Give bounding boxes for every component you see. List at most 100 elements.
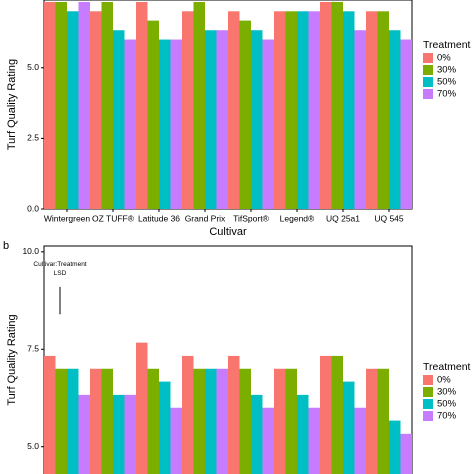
bar xyxy=(331,355,343,474)
legend-swatch xyxy=(423,399,433,409)
x-axis-label: Cultivar xyxy=(209,226,247,238)
bar xyxy=(159,39,171,209)
legend-label: 70% xyxy=(437,89,457,100)
bar xyxy=(377,11,389,209)
bar xyxy=(285,368,297,474)
legend-swatch xyxy=(423,387,433,397)
bar xyxy=(216,368,228,474)
bar xyxy=(147,20,159,209)
x-tick-label: Wintergreen xyxy=(44,213,91,223)
bar xyxy=(216,30,228,209)
bar xyxy=(205,368,217,474)
x-tick-label: Latitude 36 xyxy=(138,213,180,223)
bar xyxy=(274,11,286,209)
bar xyxy=(182,355,194,474)
bar xyxy=(55,1,67,209)
bar xyxy=(124,394,136,474)
bar xyxy=(44,355,56,474)
bar xyxy=(67,368,79,474)
bar xyxy=(170,407,182,474)
bar xyxy=(159,381,171,474)
bar xyxy=(124,39,136,209)
bar xyxy=(400,39,412,209)
legend-swatch xyxy=(423,89,433,99)
legend-label: 50% xyxy=(437,77,457,88)
bar xyxy=(55,368,67,474)
bar xyxy=(113,30,125,209)
bar xyxy=(377,368,389,474)
bar xyxy=(90,368,102,474)
legend-label: 30% xyxy=(437,387,457,398)
x-tick-label: OZ TUFF® xyxy=(92,213,135,223)
bar xyxy=(297,394,309,474)
x-tick-label: UQ 545 xyxy=(374,213,404,223)
bar xyxy=(320,355,332,474)
bar xyxy=(228,11,240,209)
bar xyxy=(366,368,378,474)
bar xyxy=(389,30,401,209)
annotation-line1: Cultivar:Treatment xyxy=(33,261,86,268)
chart-panel-2: b 5.0 7.5 10.0 Turf Quality Rating Cultivar:T… xyxy=(3,240,471,474)
bar xyxy=(274,368,286,474)
y-tick-label: 5.0 xyxy=(27,441,39,451)
bar xyxy=(251,394,263,474)
bar xyxy=(343,381,355,474)
bar xyxy=(113,394,125,474)
bar xyxy=(331,1,343,209)
bar xyxy=(320,1,332,209)
bar xyxy=(205,30,217,209)
legend-swatch xyxy=(423,411,433,421)
legend-label: 0% xyxy=(437,53,451,64)
bar xyxy=(366,11,378,209)
annotation-line2: LSD xyxy=(54,270,67,277)
legend-label: 70% xyxy=(437,411,457,422)
bar xyxy=(239,20,251,209)
bars xyxy=(44,1,412,209)
bar xyxy=(297,11,309,209)
bar xyxy=(343,11,355,209)
bar xyxy=(400,433,412,474)
legend-label: 50% xyxy=(437,399,457,410)
bar xyxy=(78,1,90,209)
legend-swatch xyxy=(423,77,433,87)
bar xyxy=(285,11,297,209)
legend-swatch xyxy=(423,375,433,385)
y-tick-label: 7.5 xyxy=(27,344,39,354)
bar xyxy=(136,342,148,474)
bar xyxy=(308,407,320,474)
legend-title: Treatment xyxy=(423,39,471,51)
panel-label: b xyxy=(3,240,9,252)
bar xyxy=(78,394,90,474)
bar xyxy=(228,355,240,474)
y-tick-label: 2.5 xyxy=(27,133,39,143)
bar xyxy=(193,368,205,474)
y-tick-label: 10.0 xyxy=(22,246,39,256)
y-axis-label: Turf Quality Rating xyxy=(6,59,18,150)
bar xyxy=(90,11,102,209)
bar xyxy=(389,420,401,474)
bar xyxy=(136,1,148,209)
x-tick-label: UQ 25a1 xyxy=(326,213,360,223)
x-tick-label: Legend® xyxy=(280,213,315,223)
bar xyxy=(193,1,205,209)
legend-swatch xyxy=(423,65,433,75)
bar xyxy=(147,368,159,474)
bar xyxy=(262,407,274,474)
bar xyxy=(44,1,56,209)
legend-swatch xyxy=(423,53,433,63)
bar xyxy=(101,1,113,209)
bar xyxy=(354,30,366,209)
bar xyxy=(101,368,113,474)
bar xyxy=(239,368,251,474)
bar xyxy=(67,11,79,209)
bar xyxy=(262,39,274,209)
bar xyxy=(308,11,320,209)
legend-label: 0% xyxy=(437,375,451,386)
legend-label: 30% xyxy=(437,65,457,76)
x-tick-label: TifSport® xyxy=(233,213,269,223)
chart-panel-1: 0.0 2.5 5.0 Turf Quality Rating Wintergreen O… xyxy=(6,0,471,238)
y-tick-label: 0.0 xyxy=(27,203,39,213)
bar xyxy=(182,11,194,209)
bar xyxy=(354,407,366,474)
